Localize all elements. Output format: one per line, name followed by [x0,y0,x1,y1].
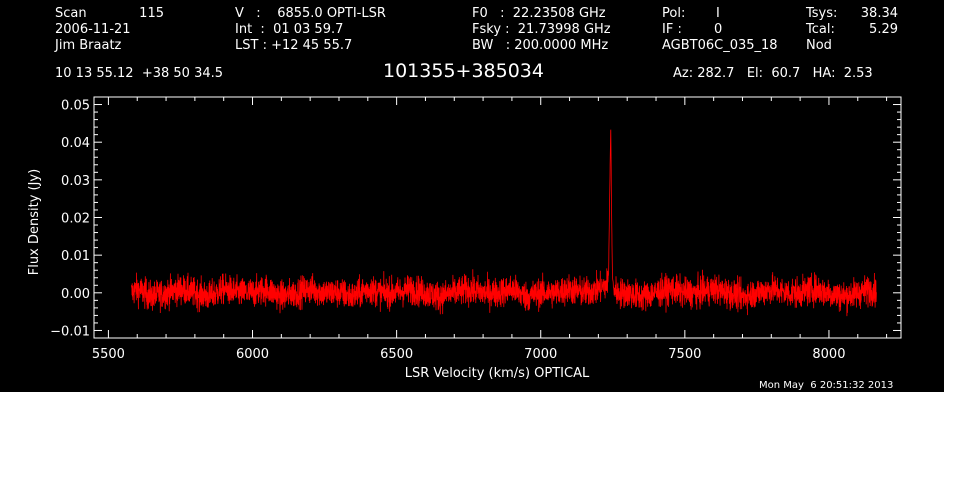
x-tick-label: 7500 [668,347,701,362]
if-label: IF : [662,22,682,37]
integration-text: Int : 01 03 59.7 [235,22,344,37]
timestamp-text: Mon May 6 20:51:32 2013 [759,380,894,391]
pol-label: Pol: [662,6,686,21]
date-text: 2006-11-21 [55,22,131,37]
ra-dec-text: 10 13 55.12 +38 50 34.5 [55,66,224,81]
y-tick-label: 0.01 [61,249,90,264]
az-el-ha-text: Az: 282.7 El: 60.7 HA: 2.53 [673,66,873,81]
y-tick-label: 0.02 [61,212,90,227]
pol-value: I [716,6,720,21]
y-tick-label: 0.05 [61,99,90,114]
tsys-label: Tsys: [806,6,838,21]
scan-value: 115 [139,6,164,21]
f0-text: F0 : 22.23508 GHz [472,6,606,21]
y-tick-label: 0.00 [61,287,90,302]
bandwidth-text: BW : 200.0000 MHz [472,38,609,53]
mode-text: Nod [806,38,832,53]
y-tick-label: −0.01 [50,324,90,339]
tcal-label: Tcal: [806,22,835,37]
project-text: AGBT06C_035_18 [662,38,778,53]
fsky-text: Fsky : 21.73998 GHz [472,22,611,37]
y-axis-label: Flux Density (Jy) [27,169,42,275]
source-name: 101355+385034 [383,60,544,82]
plot-ticks: 5500 6000 6500 7000 7500 8000 −0.01 0.00 0.01 0.0… [50,97,901,362]
y-tick-label: 0.03 [61,174,90,189]
x-tick-label: 8000 [812,347,845,362]
y-tick-label: 0.04 [61,136,90,151]
x-tick-label: 6000 [236,347,269,362]
x-tick-label: 7000 [524,347,557,362]
x-tick-label: 5500 [92,347,125,362]
tsys-value: 38.34 [860,6,898,21]
tcal-value: 5.29 [869,22,898,37]
plot-trace [131,129,877,317]
velocity-text: V : 6855.0 OPTI-LSR [235,6,386,21]
observer-text: Jim Braatz [55,38,122,53]
spectrum-chart: 5500 6000 6500 7000 7500 8000 −0.01 0.00 0.01 0.0… [27,96,902,381]
plot-window: Scan 115 2006-11-21 Jim Braatz 10 13 55.… [0,0,944,392]
scan-label: Scan [55,6,87,21]
x-tick-label: 6500 [380,347,413,362]
spectrum-trace [131,129,877,317]
lst-text: LST : +12 45 55.7 [235,38,353,53]
x-axis-label: LSR Velocity (km/s) OPTICAL [405,366,590,381]
if-value: 0 [714,22,723,37]
